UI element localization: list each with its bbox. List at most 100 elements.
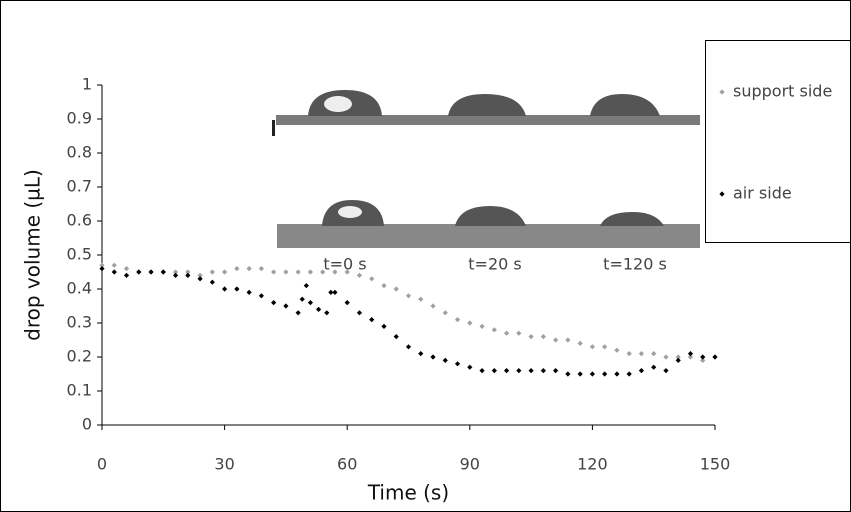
data-point (430, 354, 436, 360)
data-point (393, 334, 399, 340)
data-point (307, 269, 314, 275)
data-point (356, 310, 363, 316)
data-point (565, 371, 571, 377)
photo-label: t=20 s (468, 255, 521, 274)
x-tick-label: 0 (97, 455, 107, 474)
legend-marker (719, 191, 725, 197)
data-point (491, 368, 497, 374)
data-point (553, 368, 559, 374)
data-point (271, 269, 277, 275)
y-tick-label: 0.4 (67, 279, 92, 298)
legend-marker (719, 89, 725, 95)
data-point (405, 344, 412, 350)
data-point (381, 323, 387, 329)
x-tick-label: 60 (337, 455, 357, 474)
data-point (299, 296, 305, 302)
data-point (589, 371, 595, 377)
x-tick-label: 30 (214, 455, 234, 474)
data-point (602, 344, 608, 350)
y-tick-label: 0.3 (67, 313, 92, 332)
data-point (234, 286, 240, 292)
data-point (442, 357, 448, 363)
data-point (344, 269, 350, 275)
data-point (712, 354, 718, 360)
y-tick-label: 0.2 (67, 347, 92, 366)
data-point (454, 361, 461, 367)
data-point (479, 368, 485, 374)
y-axis-title: drop volume (µL) (21, 169, 45, 341)
legend-label: air side (733, 184, 792, 203)
legend-label: support side (733, 82, 832, 101)
data-point (271, 300, 277, 306)
data-point (246, 289, 252, 295)
data-point (344, 300, 350, 306)
data-point (467, 320, 473, 326)
data-point (528, 368, 534, 374)
data-point (491, 327, 497, 333)
data-point (393, 286, 399, 292)
data-point (638, 368, 645, 374)
data-point (246, 266, 252, 272)
data-point (283, 303, 289, 309)
data-point (315, 306, 322, 312)
data-point (172, 269, 179, 275)
data-point (540, 334, 546, 340)
x-tick-label: 120 (577, 455, 608, 474)
legend-box (705, 40, 851, 243)
data-point (332, 289, 338, 295)
data-point (123, 272, 130, 278)
data-point (99, 266, 105, 272)
data-point (565, 337, 571, 343)
data-point (442, 310, 448, 316)
data-point (626, 371, 632, 377)
data-point (687, 351, 694, 357)
data-point (700, 357, 706, 363)
data-point (405, 293, 412, 299)
data-point (295, 269, 301, 275)
data-point (503, 368, 510, 374)
data-point (99, 262, 105, 268)
data-point (369, 276, 375, 282)
data-point (503, 330, 510, 336)
y-tick-label: 0.7 (67, 177, 92, 196)
y-tick-label: 0.9 (67, 109, 92, 128)
y-tick-label: 0.5 (67, 245, 92, 264)
data-point (626, 351, 632, 357)
x-tick-label: 150 (700, 455, 731, 474)
y-tick-label: 0.6 (67, 211, 92, 230)
y-tick-label: 0.1 (67, 381, 92, 400)
data-point (209, 279, 215, 285)
data-point (467, 364, 473, 370)
data-point (185, 269, 191, 275)
data-point (381, 283, 387, 289)
y-tick-label: 0.8 (67, 143, 92, 162)
data-point (577, 340, 583, 346)
x-axis-title: Time (s) (367, 481, 449, 505)
data-point (283, 269, 289, 275)
data-point (185, 272, 191, 278)
data-point (324, 310, 330, 316)
data-point (651, 351, 657, 357)
data-point (320, 269, 326, 275)
data-point (418, 296, 424, 302)
data-point (602, 371, 608, 377)
data-point (651, 364, 657, 370)
data-point (675, 357, 681, 363)
data-point (172, 272, 179, 278)
data-point (418, 351, 424, 357)
data-point (111, 262, 117, 268)
data-point (614, 347, 620, 353)
data-point (479, 323, 485, 329)
data-point (540, 368, 546, 374)
data-point (577, 371, 583, 377)
data-point (148, 269, 154, 275)
data-point (516, 368, 522, 374)
data-point (356, 272, 363, 278)
data-point (303, 283, 309, 289)
data-point (234, 266, 240, 272)
data-point (614, 371, 620, 377)
data-point (258, 293, 264, 299)
data-point (123, 266, 130, 272)
data-point (454, 317, 461, 323)
